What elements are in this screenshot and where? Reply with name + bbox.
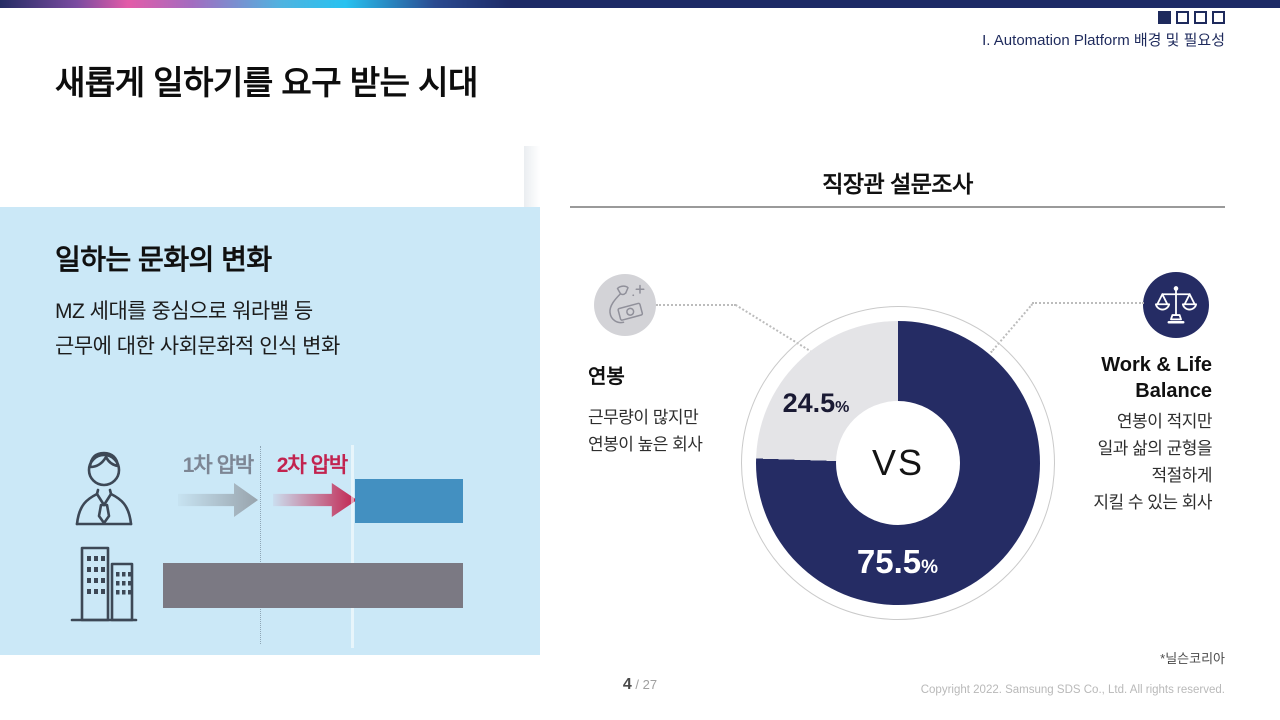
money-bag-icon (594, 274, 656, 336)
donut-outer-ring (741, 306, 1055, 620)
progress-square-empty (1212, 11, 1225, 24)
panel-edge-shadow (524, 146, 540, 207)
divider-light-line (351, 445, 354, 648)
vs-label: VS (871, 442, 925, 483)
wlb-desc-line: 일과 삶의 균형을 (1097, 439, 1213, 458)
company-bar (163, 563, 463, 608)
worker-icon (70, 446, 138, 532)
employee-bar (355, 479, 463, 523)
section-label: I. Automation Platform 배경 및 필요성 (982, 32, 1225, 49)
source-note: *닐슨코리아 (1160, 651, 1225, 666)
connector-right-horizontal (1032, 302, 1144, 304)
pressure-2-label: 2차 압박 (276, 454, 348, 477)
salary-desc-line: 근무량이 많지만 (588, 408, 699, 427)
progress-square-filled (1158, 11, 1171, 24)
copyright: Copyright 2022. Samsung SDS Co., Ltd. Al… (920, 684, 1225, 696)
wlb-option-desc: 연봉이 적지만 일과 삶의 균형을 적절하게 지킬 수 있는 회사 (1012, 408, 1212, 516)
salary-desc-line: 연봉이 높은 회사 (588, 435, 703, 454)
slice-label-wlb: 75.5% (856, 543, 939, 580)
wlb-title-line: Balance (1135, 380, 1212, 402)
slice-label-salary: 24.5% (782, 388, 850, 418)
page-title: 새롭게 일하기를 요구 받는 시대 (55, 64, 478, 101)
top-gradient-bar (0, 0, 1280, 8)
progress-square-empty (1194, 11, 1207, 24)
progress-square-empty (1176, 11, 1189, 24)
donut-center: VS (836, 401, 960, 525)
divider-dotted-line (260, 446, 261, 644)
panel-heading: 일하는 문화의 변화 (55, 244, 272, 275)
connector-left-horizontal (656, 304, 736, 306)
company-buildings-icon (70, 540, 138, 626)
pressure-1-label: 1차 압박 (182, 454, 254, 477)
panel-body: MZ 세대를 중심으로 워라밸 등 근무에 대한 사회문화적 인식 변화 (55, 294, 340, 364)
salary-option-label: 연봉 (588, 366, 625, 388)
wlb-desc-line: 적절하게 (1151, 466, 1212, 485)
survey-title: 직장관 설문조사 (822, 171, 973, 197)
slide-progress-squares (1158, 11, 1225, 24)
panel-body-line: MZ 세대를 중심으로 워라밸 등 (55, 300, 313, 323)
wlb-desc-line: 연봉이 적지만 (1116, 412, 1213, 431)
page-number: 4 / 27 (622, 676, 658, 693)
wlb-title-line: Work & Life (1101, 354, 1212, 376)
panel-body-line: 근무에 대한 사회문화적 인식 변화 (55, 335, 340, 358)
wlb-option-title: Work & Life Balance (1012, 352, 1212, 404)
salary-option-desc: 근무량이 많지만 연봉이 높은 회사 (588, 404, 703, 458)
survey-title-rule (570, 206, 1225, 208)
wlb-desc-line: 지킬 수 있는 회사 (1093, 493, 1212, 512)
balance-scale-icon (1143, 272, 1209, 338)
